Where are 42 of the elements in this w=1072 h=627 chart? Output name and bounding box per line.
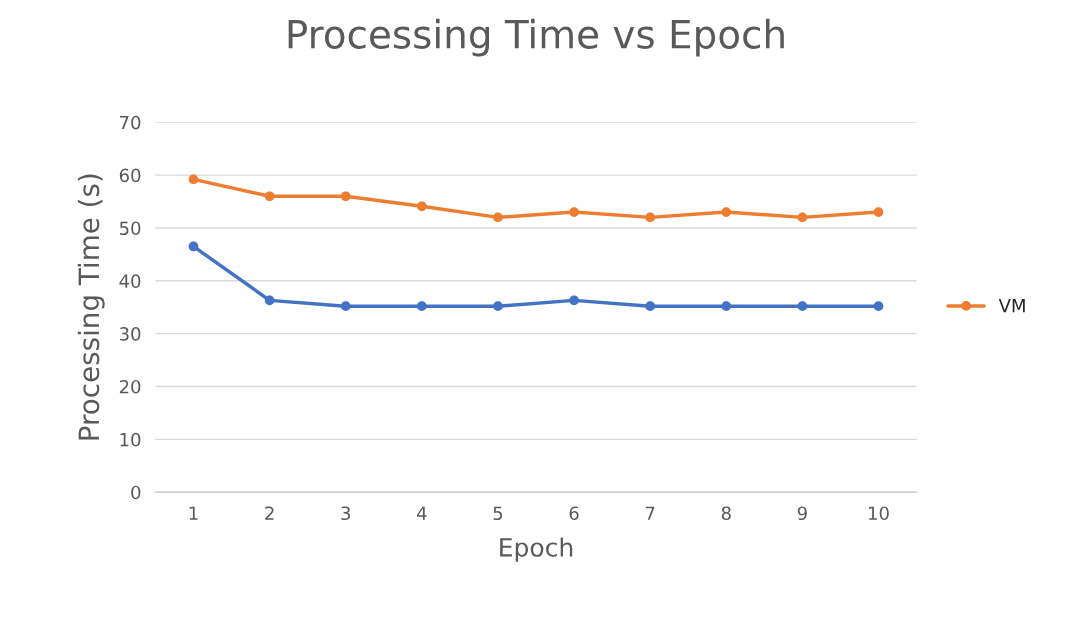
point — [493, 212, 503, 223]
point — [721, 301, 732, 312]
point — [416, 301, 427, 312]
point — [797, 301, 808, 312]
point — [569, 207, 579, 217]
x-tick-label: 8 — [721, 506, 731, 521]
x-axis-title: Epoch — [500, 537, 573, 562]
x-tick-label: 5 — [493, 506, 503, 521]
point — [797, 212, 808, 223]
point — [264, 191, 275, 202]
y-tick-label: 40 — [119, 274, 141, 288]
y-tick-label: 10 — [120, 432, 141, 447]
point — [340, 191, 351, 202]
point — [873, 207, 884, 217]
point — [188, 241, 199, 252]
y-axis-title: Processing Time (s) — [77, 174, 105, 440]
y-tick-label: 60 — [119, 168, 141, 183]
y-tick-label: 70 — [120, 115, 141, 130]
point — [264, 295, 275, 306]
x-tick-label: 2 — [265, 506, 274, 520]
point — [569, 295, 579, 306]
point — [721, 207, 732, 217]
point — [493, 301, 503, 312]
legend-label: VM — [998, 299, 1025, 313]
chart-title: Processing Time vs Epoch — [288, 18, 784, 57]
point — [416, 201, 427, 212]
x-tick-label: 4 — [416, 506, 427, 520]
point — [340, 301, 351, 312]
x-tick-label: 7 — [645, 506, 655, 520]
x-tick-label: 6 — [569, 506, 579, 521]
y-tick-label: 20 — [119, 379, 141, 394]
point — [645, 301, 656, 312]
point — [873, 301, 884, 312]
x-tick-label: 10 — [869, 506, 889, 521]
x-tick-label: 9 — [797, 506, 807, 521]
y-tick-label: 0 — [131, 485, 141, 500]
x-tick-label: 3 — [341, 506, 351, 521]
point — [188, 174, 199, 185]
y-tick-label: 30 — [119, 327, 141, 341]
x-tick-label: 1 — [189, 506, 198, 520]
point — [645, 212, 656, 223]
y-tick-label: 50 — [119, 221, 141, 236]
